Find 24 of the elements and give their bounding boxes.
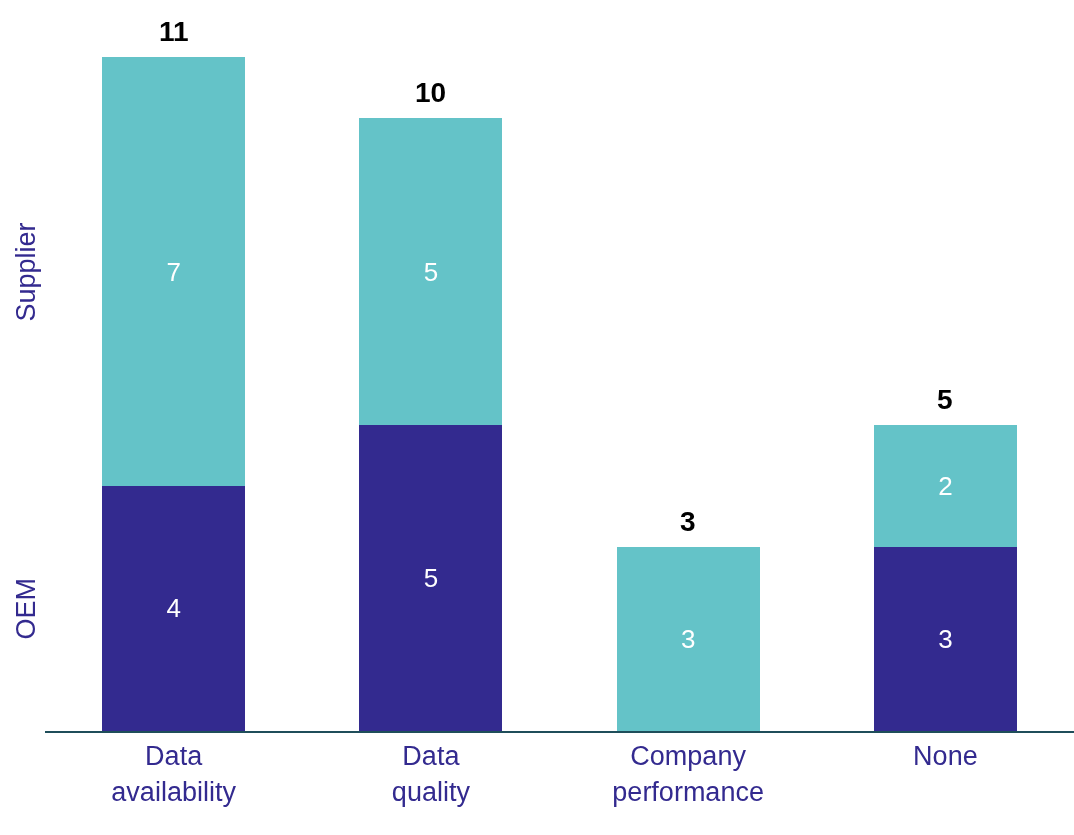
x-tick-label: Company performance — [612, 741, 764, 807]
data-label: 5 — [423, 562, 439, 593]
data-label: 5 — [423, 256, 439, 287]
bar — [616, 547, 760, 731]
x-tick-label: Data availability — [111, 741, 237, 807]
bar — [102, 57, 246, 486]
total-label: 11 — [159, 16, 189, 47]
total-label: 10 — [415, 77, 447, 108]
x-tick-label: None — [913, 741, 978, 772]
data-label: 2 — [938, 470, 953, 501]
x-tick-label: Data quality — [391, 741, 471, 807]
data-label: 4 — [166, 593, 181, 624]
bar — [359, 118, 503, 425]
bar — [102, 485, 246, 731]
total-label: 5 — [937, 384, 953, 415]
bar — [873, 547, 1017, 731]
text: OEM — [10, 577, 41, 640]
data-label: 7 — [166, 256, 181, 287]
data-label: 3 — [938, 624, 953, 655]
bar — [873, 424, 1017, 548]
data-label: 3 — [680, 624, 696, 655]
total-label: 3 — [680, 506, 696, 537]
bar — [359, 424, 503, 731]
text: Supplier — [11, 222, 42, 322]
